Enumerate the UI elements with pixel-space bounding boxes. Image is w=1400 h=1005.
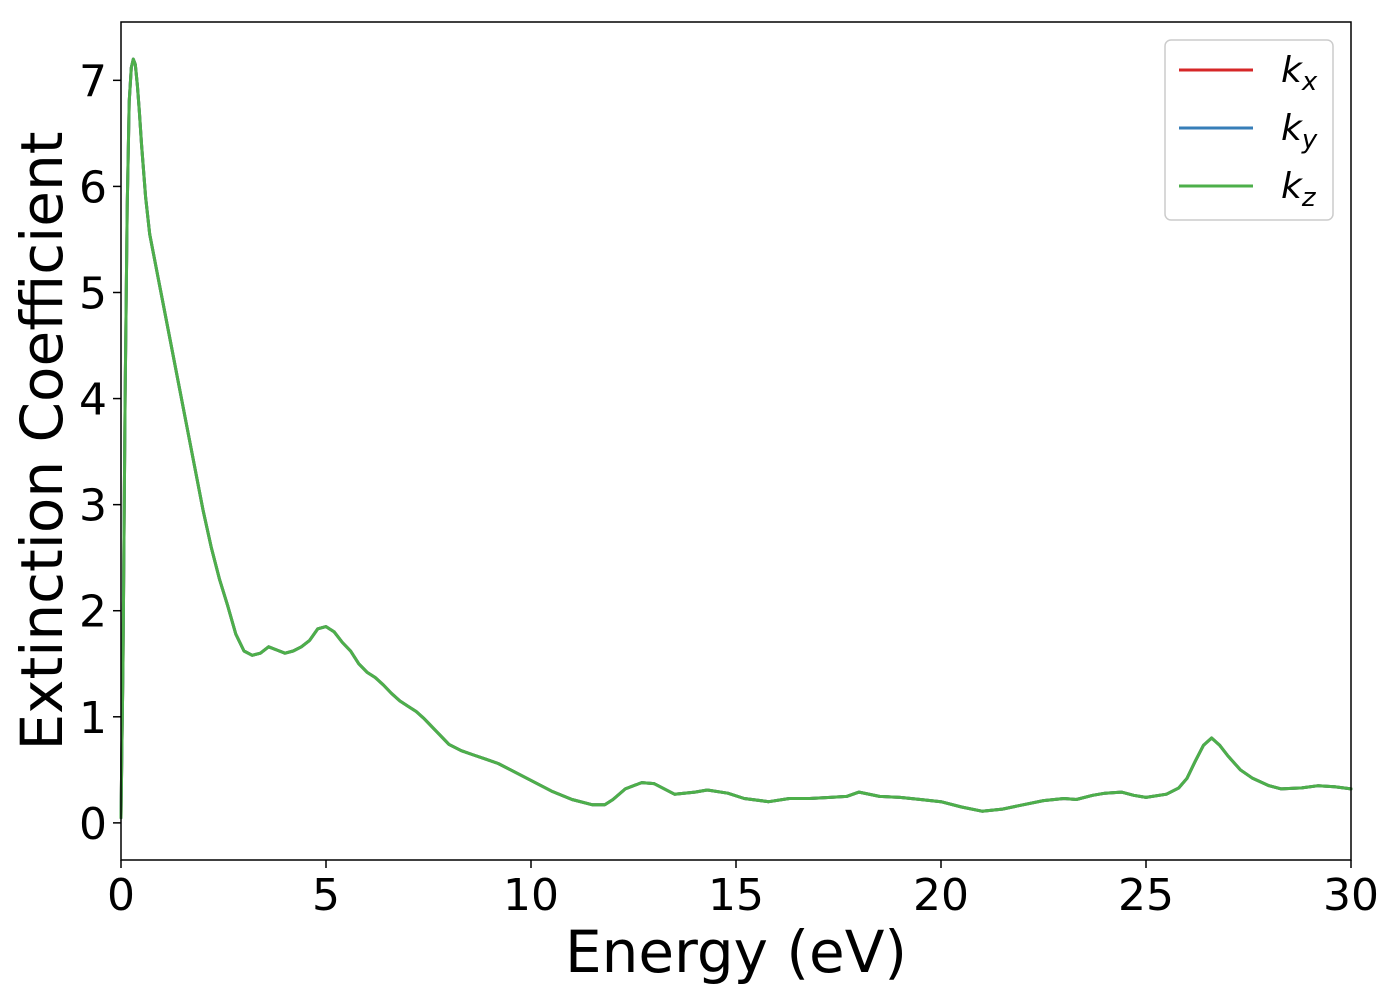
x-tick-label: 20 (913, 870, 969, 921)
y-tick-label: 3 (79, 481, 107, 532)
x-tick-label: 30 (1323, 870, 1379, 921)
legend-box (1164, 39, 1334, 221)
x-tick-label: 10 (503, 870, 559, 921)
x-tick-label: 5 (312, 870, 340, 921)
y-tick-label: 2 (79, 587, 107, 638)
legend-entry-kz: kz (1281, 166, 1317, 213)
x-tick-label: 0 (107, 870, 135, 921)
series-line-kz (119, 57, 1353, 820)
x-axis-label: Energy (eV) (565, 918, 907, 986)
y-axis-label: Extinction Coefficient (8, 132, 76, 751)
legend-entry-kx: kx (1281, 50, 1318, 97)
y-tick-label: 7 (79, 56, 107, 107)
y-tick-label: 0 (79, 799, 107, 850)
legend-entry-ky: ky (1281, 108, 1318, 155)
y-tick-label: 5 (79, 268, 107, 319)
y-tick-label: 1 (79, 693, 107, 744)
y-tick-label: 4 (79, 375, 107, 426)
y-tick-label: 6 (79, 162, 107, 213)
x-tick-label: 25 (1118, 870, 1174, 921)
x-tick-label: 15 (708, 870, 764, 921)
legend: kx ky kz (1164, 39, 1334, 221)
